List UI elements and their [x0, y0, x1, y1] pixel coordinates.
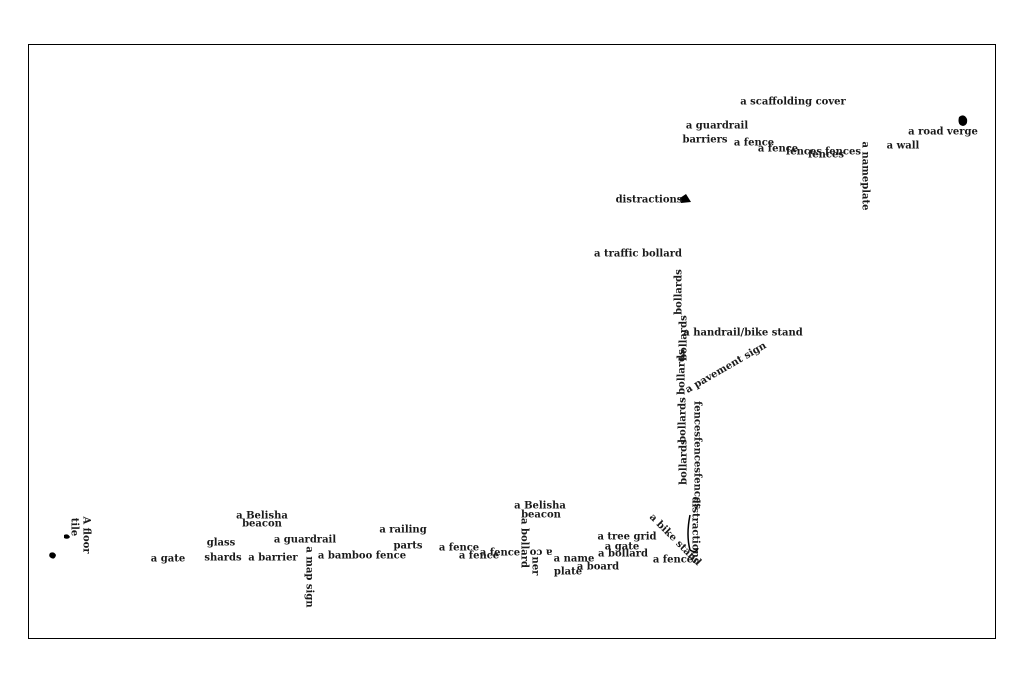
blob — [958, 115, 968, 126]
blob — [49, 552, 56, 559]
label: bollards — [674, 269, 685, 315]
label: parts — [394, 541, 423, 552]
label: a bollard — [519, 518, 530, 568]
label: a name — [554, 554, 595, 565]
label: bollards — [677, 349, 688, 395]
label: barriers — [682, 135, 727, 146]
label: a Belisha — [514, 501, 566, 512]
label: a fence — [459, 551, 499, 562]
label: a road verge — [908, 127, 978, 138]
label: a Belisha — [236, 511, 288, 522]
label: bollards — [679, 439, 690, 485]
label: a fence — [653, 555, 693, 566]
label: a gate — [151, 554, 185, 565]
label: fencesfencesfences — [692, 401, 703, 509]
label: distractions — [690, 497, 701, 564]
label: a traffic bollard — [594, 249, 682, 260]
label: beacon — [521, 510, 562, 521]
label: plate — [554, 567, 582, 578]
label: a wall — [887, 141, 920, 152]
label: a fence — [439, 543, 479, 554]
label: a pavement sign — [684, 340, 769, 396]
blob — [680, 194, 691, 203]
label: a fence — [758, 144, 798, 155]
blob — [64, 534, 70, 539]
label: a guardrail — [274, 535, 337, 546]
label: a tree grid — [597, 532, 656, 543]
label: distractions — [616, 195, 683, 206]
label: beacon — [242, 519, 283, 530]
label: a railing — [379, 525, 426, 536]
label: bollards — [679, 315, 690, 361]
label: a co — [529, 547, 552, 558]
label: a fence — [480, 548, 520, 559]
label: tile — [69, 518, 80, 537]
label: fences — [825, 147, 861, 158]
label: a bamboo fence — [318, 551, 406, 562]
label: ner — [530, 557, 541, 577]
label: a handrail/bike stand — [683, 328, 803, 339]
label: glass — [207, 538, 236, 549]
label: a map sign — [304, 546, 315, 608]
label: a scaffolding cover — [740, 97, 846, 108]
label: fences — [808, 150, 844, 161]
label: a board — [577, 562, 619, 573]
label: a guardrail — [686, 121, 749, 132]
label: a barrier — [248, 553, 298, 564]
label: shards — [204, 553, 242, 564]
label: a gate — [605, 542, 639, 553]
mark-line — [687, 514, 699, 553]
label: bollards — [678, 397, 689, 443]
label: a bollard — [598, 549, 648, 560]
label: A floor — [81, 515, 92, 554]
label: a fence — [734, 138, 774, 149]
label: a nameplate — [860, 142, 871, 211]
label: fences — [786, 147, 822, 158]
frame — [28, 44, 996, 639]
